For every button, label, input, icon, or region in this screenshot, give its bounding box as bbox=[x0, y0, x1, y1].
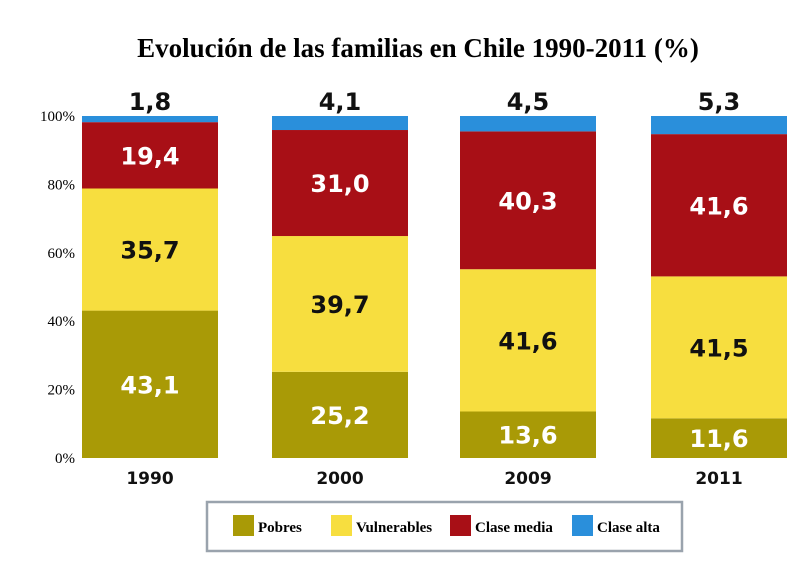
legend-box bbox=[205, 500, 684, 553]
legend-label: Pobres bbox=[258, 520, 302, 536]
bar-segment bbox=[82, 122, 218, 189]
bar-segment bbox=[651, 134, 787, 277]
legend-swatch bbox=[450, 515, 471, 536]
bar-segment bbox=[272, 371, 408, 458]
data-label: 5,3 bbox=[698, 88, 741, 116]
legend-label: Clase alta bbox=[597, 520, 660, 536]
data-label: 31,0 bbox=[310, 170, 369, 198]
chart-title: Evolución de las familias en Chile 1990-… bbox=[137, 33, 699, 63]
legend-swatch bbox=[572, 515, 593, 536]
x-axis: 1990 2000 2009 2011 bbox=[126, 469, 742, 489]
bar-segment bbox=[82, 116, 218, 123]
data-label: 35,7 bbox=[120, 237, 179, 265]
plot-area: 43,1 35,7 19,4 1,8 25,2 39,7 31,0 4,1 13,6 41,6 40… bbox=[82, 88, 787, 458]
bar-segment bbox=[82, 310, 218, 458]
data-label: 4,5 bbox=[507, 88, 550, 116]
bar-segment bbox=[651, 276, 787, 419]
data-label: 25,2 bbox=[310, 402, 369, 430]
data-label: 43,1 bbox=[120, 371, 179, 399]
legend-swatch bbox=[233, 515, 254, 536]
legend-label: Vulnerables bbox=[356, 520, 432, 536]
y-tick-label: 60% bbox=[48, 246, 76, 262]
bar-segment bbox=[460, 269, 596, 412]
data-label: 41,6 bbox=[498, 327, 557, 355]
legend: Pobres Vulnerables Clase media Clase alta bbox=[205, 500, 684, 553]
y-tick-label: 80% bbox=[48, 177, 76, 193]
bar-segment bbox=[272, 236, 408, 372]
data-label: 19,4 bbox=[120, 142, 179, 170]
bar-segment bbox=[460, 411, 596, 458]
bar-segment bbox=[82, 188, 218, 311]
bar-segment bbox=[272, 130, 408, 237]
bar-segment bbox=[460, 131, 596, 270]
x-tick-label: 2009 bbox=[504, 469, 551, 489]
data-label: 1,8 bbox=[129, 88, 172, 116]
bar-segment bbox=[651, 116, 787, 135]
data-label: 4,1 bbox=[319, 88, 362, 116]
data-label: 11,6 bbox=[689, 425, 748, 453]
x-tick-label: 2011 bbox=[695, 469, 742, 489]
y-tick-label: 40% bbox=[48, 314, 76, 330]
data-label: 39,7 bbox=[310, 291, 369, 319]
legend-label: Clase media bbox=[475, 520, 553, 536]
data-label: 41,6 bbox=[689, 192, 748, 220]
bar-segment bbox=[651, 418, 787, 458]
y-tick-label: 100% bbox=[40, 109, 75, 125]
y-tick-label: 20% bbox=[48, 383, 76, 399]
legend-swatch bbox=[331, 515, 352, 536]
y-axis: 0% 20% 40% 60% 80% 100% bbox=[40, 109, 75, 467]
bar-segment bbox=[272, 116, 408, 131]
y-tick-label: 0% bbox=[55, 451, 75, 467]
data-label: 41,5 bbox=[689, 334, 748, 362]
data-label: 40,3 bbox=[498, 187, 557, 215]
bar-segment bbox=[460, 116, 596, 132]
x-tick-label: 1990 bbox=[126, 469, 173, 489]
x-tick-label: 2000 bbox=[316, 469, 363, 489]
data-label: 13,6 bbox=[498, 422, 557, 450]
